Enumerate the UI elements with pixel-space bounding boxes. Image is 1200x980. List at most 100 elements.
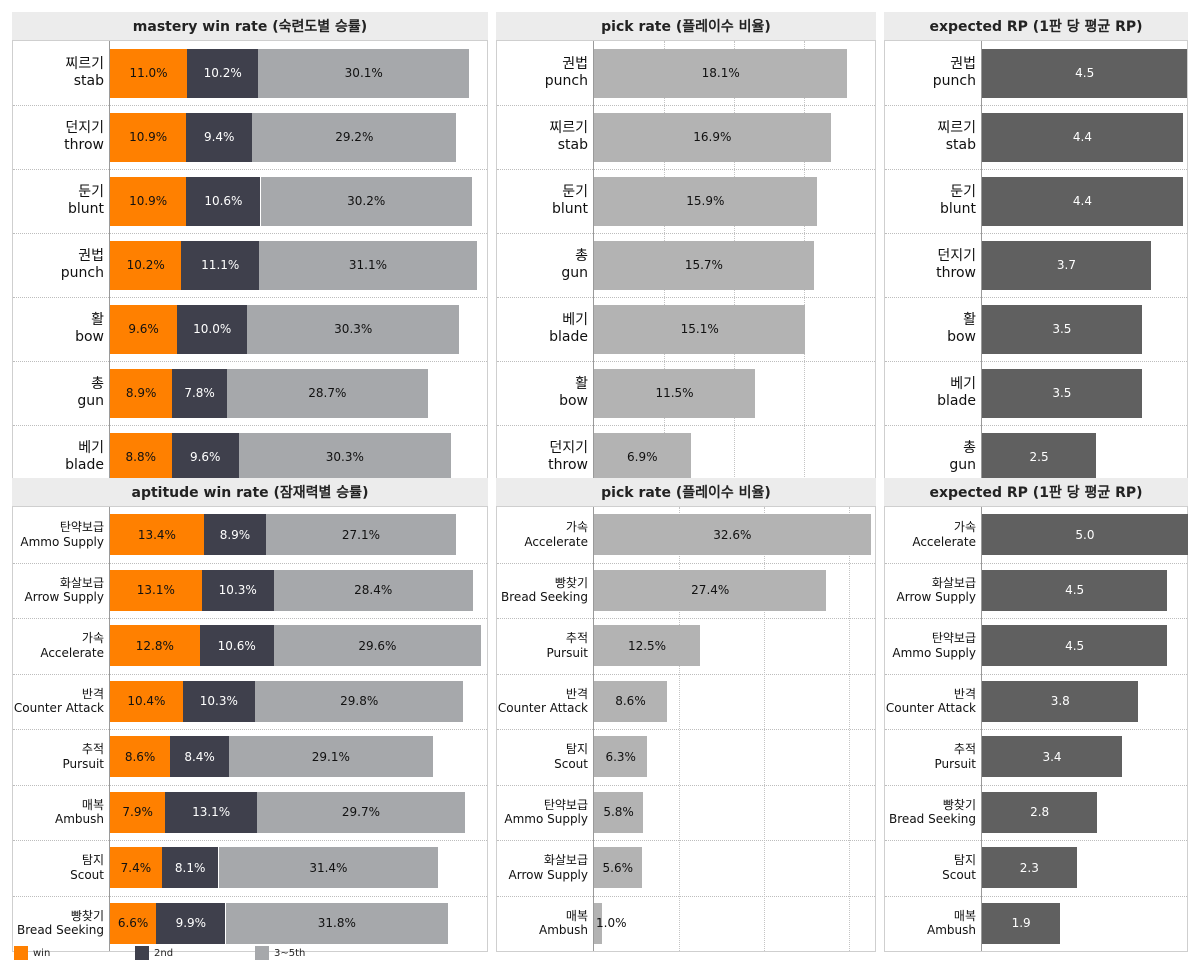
- chart-plot-area: 가속 Accelerate 5.0 화살보급 Arrow Supply 4.5 탄약보급 Am…: [884, 506, 1188, 952]
- category-label: 반격 Counter Attack: [885, 674, 981, 730]
- data-label: 4.4: [1072, 194, 1092, 208]
- row-divider: [497, 784, 875, 786]
- bar-segment-2nd: 7.8%: [172, 368, 227, 418]
- category-label-ko: 매복: [565, 908, 588, 923]
- bar-segment-win: 10.9%: [110, 112, 187, 162]
- category-label-ko: 빵찾기: [554, 575, 588, 590]
- category-label-ko: 화살보급: [543, 853, 588, 868]
- row-divider: [885, 361, 1187, 362]
- category-label-en: blunt: [939, 201, 976, 217]
- chart-title: mastery win rate (숙련도별 승률): [12, 12, 488, 40]
- bar-segment-expectedrp: 4.5: [982, 48, 1188, 98]
- category-label: 탄약보급 Ammo Supply: [13, 507, 109, 563]
- chart-plot-area: 권법 punch 18.1% 찌르기 stab 16.9% 둔기 blunt 15.9% 총 gun…: [496, 40, 876, 490]
- category-label: 베기 blade: [13, 425, 109, 489]
- row-divider: [497, 618, 875, 619]
- data-label: 12.5%: [627, 638, 667, 653]
- category-label: 권법 punch: [13, 233, 109, 297]
- axis-line: [109, 41, 110, 489]
- category-label: 던지기 throw: [497, 425, 593, 489]
- category-label-ko: 추적: [81, 742, 104, 757]
- category-label: 반격 Counter Attack: [497, 674, 593, 730]
- data-label: 27.1%: [341, 527, 380, 542]
- chart-plot-area: 탄약보급 Ammo Supply 13.4% 8.9% 27.1% 화살보급 Arrow S…: [12, 506, 488, 952]
- legend-item-second: 2nd: [135, 946, 173, 960]
- data-label: 6.3%: [605, 749, 636, 764]
- category-label: 베기 blade: [497, 297, 593, 361]
- bar-segment-2nd: 9.6%: [171, 432, 239, 482]
- bar-segment-expectedrp: 3.7: [982, 240, 1151, 290]
- bar-segment-2nd: 10.0%: [177, 304, 248, 354]
- data-label: 8.4%: [184, 749, 215, 764]
- axis-line: [593, 41, 594, 489]
- category-label-en: Ambush: [927, 923, 976, 938]
- row-divider: [13, 233, 487, 234]
- category-label-ko: 찌르기: [549, 119, 588, 136]
- bar-segment-win: 11.0%: [110, 48, 187, 98]
- category-label-en: blade: [65, 457, 104, 473]
- category-label-ko: 가속: [81, 631, 104, 646]
- category-label: 빵찾기 Bread Seeking: [885, 785, 981, 841]
- bar-segment-35th: 31.4%: [218, 847, 439, 889]
- category-label-ko: 추적: [953, 742, 976, 757]
- bar-segment-35th: 27.1%: [266, 514, 456, 556]
- data-label: 4.5: [1065, 638, 1085, 653]
- chart-plot-area: 권법 punch 4.5 찌르기 stab 4.4 둔기 blunt 4.4 던지기 throw 3.…: [884, 40, 1188, 490]
- category-label-ko: 던지기: [549, 439, 588, 456]
- bar-segment-win: 7.9%: [110, 791, 166, 833]
- data-label: 2.8: [1030, 805, 1050, 820]
- category-label-en: Ambush: [55, 812, 104, 827]
- category-label-ko: 베기: [950, 375, 976, 392]
- category-label: 가속 Accelerate: [13, 618, 109, 674]
- row-divider: [497, 673, 875, 675]
- bar-segment-35th: 29.1%: [229, 736, 433, 778]
- category-label-ko: 둔기: [78, 183, 104, 200]
- bar-segment-expectedrp: 2.5: [982, 432, 1097, 482]
- row-divider: [13, 895, 487, 897]
- bar-segment-win: 7.4%: [110, 847, 162, 889]
- bar-segment-win: 6.6%: [110, 902, 157, 944]
- category-label: 탐지 Scout: [497, 729, 593, 785]
- data-label: 31.4%: [309, 860, 348, 875]
- bar-segment-35th: 31.8%: [225, 902, 449, 944]
- row-divider: [885, 840, 1187, 841]
- bar-segment-pickrate: 27.4%: [594, 569, 827, 611]
- category-label: 베기 blade: [885, 361, 981, 425]
- bar-segment-pickrate: 16.9%: [594, 112, 831, 162]
- data-label: 28.4%: [354, 583, 393, 598]
- data-label: 6.6%: [117, 916, 149, 931]
- category-label: 둔기 blunt: [885, 169, 981, 233]
- category-label-ko: 총: [91, 375, 104, 392]
- category-label-ko: 권법: [950, 55, 976, 72]
- data-label: 12.8%: [135, 638, 174, 653]
- category-label: 총 gun: [13, 361, 109, 425]
- row-divider: [13, 105, 487, 106]
- category-label: 총 gun: [885, 425, 981, 489]
- category-label: 탐지 Scout: [13, 840, 109, 896]
- bar-segment-win: 10.9%: [110, 176, 187, 226]
- row-divider: [13, 361, 487, 362]
- chart-title: expected RP (1판 당 평균 RP): [884, 478, 1188, 506]
- chart-panel-6: expected RP (1판 당 평균 RP) 가속 Accelerate 5.0 화…: [884, 478, 1188, 952]
- category-label: 빵찾기 Bread Seeking: [497, 563, 593, 619]
- data-label: 27.4%: [691, 583, 730, 598]
- category-label-en: blunt: [551, 201, 588, 217]
- bar-segment-35th: 31.1%: [259, 240, 477, 290]
- bar-segment-pickrate: 5.8%: [594, 791, 644, 833]
- category-label-en: Pursuit: [62, 756, 104, 771]
- data-label: 30.1%: [344, 66, 383, 80]
- data-label: 28.7%: [308, 386, 347, 400]
- bar-segment-2nd: 8.9%: [203, 514, 267, 556]
- bar-segment-35th: 29.7%: [257, 791, 465, 833]
- category-label-en: punch: [932, 73, 976, 89]
- category-label: 탄약보급 Ammo Supply: [497, 785, 593, 841]
- category-label-ko: 권법: [562, 55, 588, 72]
- chart-panel-4: aptitude win rate (잠재력별 승률) 탄약보급 Ammo Supp…: [12, 478, 488, 952]
- category-label-en: punch: [544, 73, 588, 89]
- bar-segment-expectedrp: 2.3: [982, 847, 1077, 889]
- bar-segment-35th: 30.1%: [258, 48, 470, 98]
- data-label: 9.9%: [175, 916, 207, 931]
- data-label: 8.9%: [125, 386, 157, 400]
- category-label-ko: 찌르기: [65, 55, 104, 72]
- bar-segment-expectedrp: 2.8: [982, 791, 1098, 833]
